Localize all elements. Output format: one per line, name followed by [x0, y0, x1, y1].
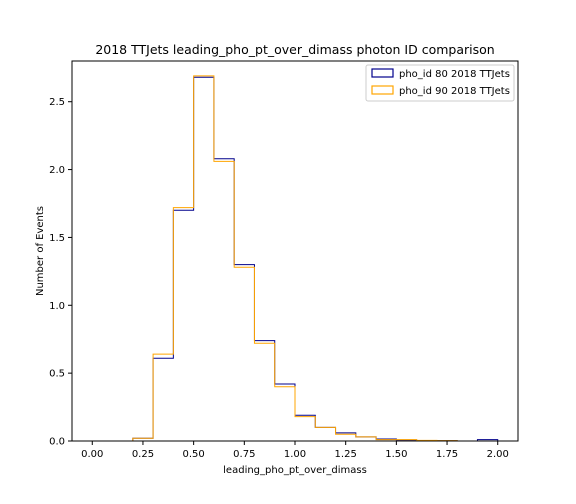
legend-label-pho-id-90: pho_id 90 2018 TTJets: [399, 86, 510, 97]
x-tick-label: 2.00: [487, 449, 509, 460]
y-tick-label: 0.0: [49, 437, 65, 448]
legend-frame: [365, 64, 515, 102]
x-tick-label: 1.50: [385, 449, 407, 460]
histogram-step-line: [92, 75, 498, 442]
legend: pho_id 80 2018 TTJets pho_id 90 2018 TTJ…: [365, 64, 515, 102]
chart-title: 2018 TTJets leading_pho_pt_over_dimass p…: [95, 42, 494, 57]
y-tick-label: 0.5: [49, 369, 65, 380]
x-tick-label: 0.00: [81, 449, 103, 460]
x-tick-label: 0.50: [183, 449, 205, 460]
x-axis-label: leading_pho_pt_over_dimass: [223, 465, 367, 476]
y-tick-label: 1.5: [49, 233, 65, 244]
x-axis-ticks: 0.00 0.25 0.50 0.75 1.00 1.25 1.50 1.75 2.00: [81, 441, 509, 460]
legend-swatch-pho-id-90: [371, 85, 394, 95]
y-tick-label: 2.5: [49, 97, 65, 108]
x-tick-label: 1.75: [436, 449, 458, 460]
x-tick-label: 1.00: [284, 449, 306, 460]
x-tick-label: 0.25: [132, 449, 154, 460]
x-tick-label: 1.25: [335, 449, 357, 460]
y-tick-label: 1.0: [49, 301, 65, 312]
legend-label-pho-id-80: pho_id 80 2018 TTJets: [399, 69, 510, 80]
y-axis-ticks: 0.0 0.5 1.0 1.5 2.0 2.5: [49, 97, 72, 448]
plot-frame: [71, 60, 519, 442]
y-tick-label: 2.0: [49, 165, 65, 176]
legend-swatch-pho-id-80: [371, 68, 394, 78]
y-axis-label: Number of Events: [35, 206, 46, 296]
series-pho-id-90: [92, 75, 498, 442]
x-tick-label: 0.75: [233, 449, 255, 460]
